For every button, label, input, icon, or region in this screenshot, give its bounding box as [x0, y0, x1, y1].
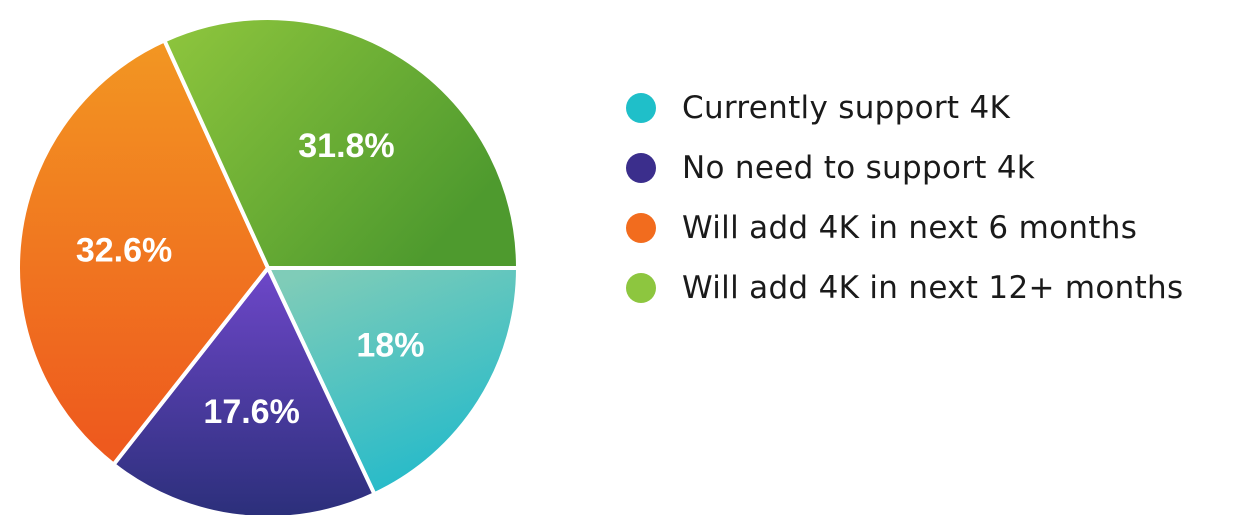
legend-swatch-no-need-to-support-4k	[626, 153, 656, 183]
legend-item-currently-support-4k: Currently support 4K	[626, 78, 1183, 138]
legend-swatch-will-add-4k-6-months	[626, 213, 656, 243]
data-label-will-add-4k-in-next-6-months: 32.6%	[76, 232, 172, 270]
pie-data-labels: 18% 17.6% 32.6% 31.8%	[76, 127, 425, 431]
data-label-no-need-to-support-4k: 17.6%	[203, 393, 299, 431]
pie-slices	[16, 16, 520, 515]
legend-label-will-add-4k-6-months: Will add 4K in next 6 months	[682, 210, 1138, 246]
data-label-will-add-4k-in-next-12-months: 31.8%	[298, 127, 394, 165]
pie-slice-will-add-4k-in-next-12-months	[162, 16, 520, 270]
legend-item-will-add-4k-12-months: Will add 4K in next 12+ months	[626, 258, 1183, 318]
chart-legend: Currently support 4K No need to support …	[626, 78, 1183, 318]
legend-swatch-will-add-4k-12-months	[626, 273, 656, 303]
legend-label-will-add-4k-12-months: Will add 4K in next 12+ months	[682, 270, 1184, 306]
data-label-currently-support-4k: 18%	[356, 327, 424, 365]
pie-slice-currently-support-4k	[266, 266, 520, 497]
pie-slice-no-need-to-support-4k	[111, 266, 377, 515]
legend-label-currently-support-4k: Currently support 4K	[682, 90, 1011, 126]
legend-item-will-add-4k-6-months: Will add 4K in next 6 months	[626, 198, 1183, 258]
pie-slice-will-add-4k-in-next-6-months	[16, 38, 270, 467]
legend-swatch-currently-support-4k	[626, 93, 656, 123]
legend-label-no-need-to-support-4k: No need to support 4k	[682, 150, 1036, 186]
legend-item-no-need-to-support-4k: No need to support 4k	[626, 138, 1183, 198]
